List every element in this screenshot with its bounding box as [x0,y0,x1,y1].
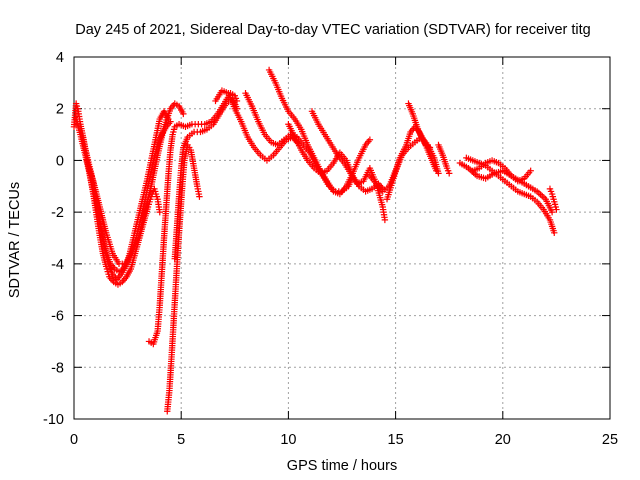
series-arc10 [265,66,374,198]
series-arc12 [308,108,389,224]
y-tick-label: 0 [56,153,64,169]
data-point [446,170,453,177]
y-tick-label: -4 [51,257,64,273]
y-axis-label: SDTVAR / TECUs [7,182,23,298]
x-tick-label: 15 [388,432,404,448]
data-point [527,167,534,174]
grid-lines [74,57,610,419]
y-tick-label: 2 [56,102,64,118]
data-points [70,66,560,415]
series-arc7 [171,95,241,262]
data-point [433,167,440,174]
y-tick-label: -8 [51,360,64,376]
series-arc20 [546,185,560,213]
series-arc14 [383,123,440,203]
series-arc15 [405,100,434,151]
series-arc6 [164,141,203,415]
data-point [551,229,558,237]
y-tick-label: -2 [51,205,64,221]
x-tick-label: 5 [177,432,185,448]
data-point [196,193,203,200]
x-tick-label: 25 [602,432,618,448]
series-arc19 [469,157,534,185]
x-tick-label: 20 [495,432,511,448]
data-point [553,206,560,213]
data-point [548,208,556,216]
data-point [381,216,389,224]
data-point [366,136,374,143]
y-tick-label: -10 [43,412,64,428]
y-tick-label: 4 [56,50,64,66]
y-tick-label: -6 [51,309,64,325]
x-axis-label: GPS time / hours [287,458,397,474]
series-arc16 [435,141,453,177]
x-tick-label: 10 [280,432,296,448]
chart-title: Day 245 of 2021, Sidereal Day-to-day VTE… [75,22,591,38]
series-arc4 [83,100,187,268]
data-point [426,144,434,151]
data-point [180,110,187,118]
plot-frame [73,56,611,420]
x-tick-label: 0 [70,432,78,448]
axis-ticks: 0 5 10 15 20 25 -10 -8 -6 -4 -2 0 2 4 [43,50,618,448]
data-point [156,208,163,216]
